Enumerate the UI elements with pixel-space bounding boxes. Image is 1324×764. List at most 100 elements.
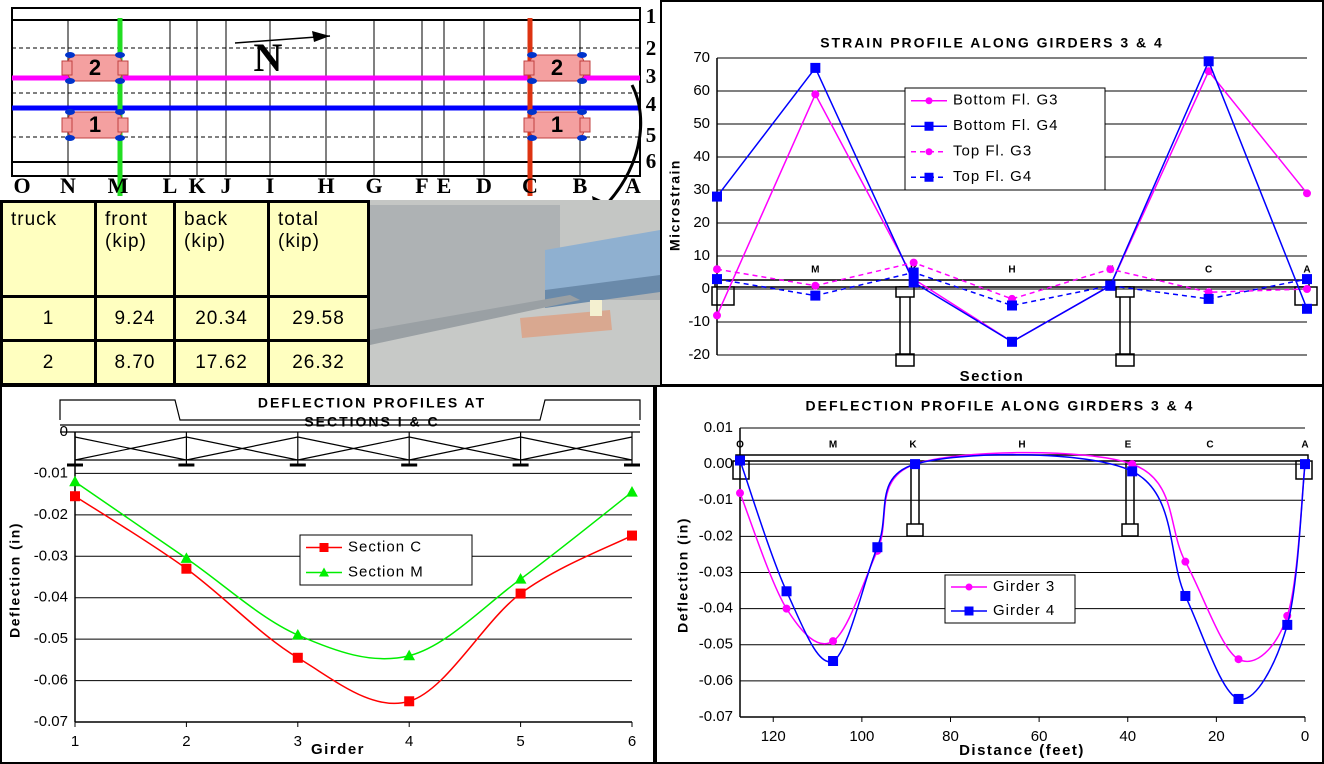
y-tick-label: -0.06 <box>34 672 68 689</box>
section-label: O <box>736 440 744 451</box>
y-tick-label: -0.03 <box>34 547 68 564</box>
pier-base <box>1116 354 1134 366</box>
y-tick-label: -0.05 <box>34 630 68 647</box>
truck-label: 2 <box>551 55 563 80</box>
render-gauge <box>590 300 602 316</box>
x-tick-label: 3 <box>294 733 302 750</box>
marker <box>516 589 525 598</box>
section-letter: O <box>13 173 30 198</box>
marker <box>293 653 302 662</box>
marker <box>873 543 882 552</box>
load-table: truck front (kip) back (kip) total (kip)… <box>0 200 370 386</box>
marker <box>182 564 191 573</box>
marker <box>1304 190 1311 197</box>
marker <box>1303 304 1312 313</box>
x-tick-label: 100 <box>849 728 874 745</box>
wheel <box>65 78 75 84</box>
table-header: back (kip) <box>175 202 269 297</box>
marker <box>714 266 721 273</box>
x-tick-label: 40 <box>1119 728 1136 745</box>
section-letter: G <box>365 173 382 198</box>
marker <box>909 278 918 287</box>
marker <box>1235 656 1242 663</box>
marker <box>783 605 790 612</box>
marker <box>782 587 791 596</box>
truck-axle <box>118 61 128 75</box>
y-tick-label: 10 <box>693 247 710 264</box>
row-number: 5 <box>646 123 657 147</box>
section-letter: I <box>266 173 275 198</box>
section-letter: H <box>317 173 334 198</box>
truck-label: 2 <box>89 55 101 80</box>
marker <box>71 492 80 501</box>
y-tick-label: 0.01 <box>704 419 733 436</box>
y-tick-label: 70 <box>693 49 710 66</box>
marker <box>628 531 637 540</box>
marker <box>1182 558 1189 565</box>
table-cell: 17.62 <box>175 341 269 385</box>
truck-axle <box>118 118 128 132</box>
legend-marker <box>925 122 934 131</box>
y-tick-label: -0.01 <box>34 464 68 481</box>
y-tick-label: 0.00 <box>704 455 733 472</box>
marker <box>811 291 820 300</box>
legend-label: Section C <box>348 538 422 555</box>
section-letter: F <box>415 173 428 198</box>
y-tick-label: 0 <box>702 280 710 297</box>
y-axis-label: Deflection (in) <box>675 517 691 633</box>
section-letter: E <box>437 173 452 198</box>
legend-marker <box>926 97 933 104</box>
section-label: C <box>1205 265 1212 276</box>
row-number: 2 <box>646 36 657 60</box>
legend-marker <box>320 543 329 552</box>
x-tick-label: 80 <box>942 728 959 745</box>
legend-label: Section M <box>348 563 424 580</box>
marker <box>405 697 414 706</box>
y-axis-label: Deflection (in) <box>7 522 23 638</box>
section-label: A <box>1303 265 1310 276</box>
wheel <box>577 109 587 115</box>
x-tick-label: 0 <box>1301 728 1309 745</box>
table-header: total (kip) <box>269 202 369 297</box>
marker <box>1204 57 1213 66</box>
render <box>370 200 660 385</box>
section-label: H <box>1018 440 1025 451</box>
wheel <box>577 52 587 58</box>
marker <box>736 456 745 465</box>
marker <box>1128 467 1137 476</box>
x-tick-label: 5 <box>516 733 524 750</box>
table-cell: 29.58 <box>269 297 369 341</box>
x-tick-label: 4 <box>405 733 413 750</box>
marker <box>1234 694 1243 703</box>
marker <box>1303 275 1312 284</box>
chart-title: DEFLECTION PROFILE ALONG GIRDERS 3 & 4 <box>806 398 1195 414</box>
truck-axle <box>524 61 534 75</box>
x-axis-label: Distance (feet) <box>959 742 1085 759</box>
legend-marker <box>926 148 933 155</box>
section-label: K <box>909 440 917 451</box>
deck <box>715 280 1309 287</box>
x-tick-label: 2 <box>182 733 190 750</box>
legend-label: Girder 4 <box>993 602 1055 619</box>
legend-label: Top Fl. G4 <box>953 168 1032 185</box>
wheel <box>115 78 125 84</box>
x-tick-label: 20 <box>1208 728 1225 745</box>
section-letter: M <box>108 173 129 198</box>
y-tick-label: -0.01 <box>699 491 733 508</box>
legend-marker <box>925 173 934 182</box>
y-tick-label: -0.07 <box>699 708 733 725</box>
legend-label: Top Fl. G3 <box>953 143 1032 160</box>
y-tick-label: 40 <box>693 148 710 165</box>
y-tick-label: 60 <box>693 82 710 99</box>
y-tick-label: -0.03 <box>699 563 733 580</box>
wheel <box>527 78 537 84</box>
row-number: 3 <box>646 64 657 88</box>
x-axis-label: Girder <box>311 741 365 758</box>
y-tick-label: 30 <box>693 181 710 198</box>
marker <box>1106 281 1115 290</box>
legend-label: Girder 3 <box>993 578 1055 595</box>
row-number: 1 <box>646 4 657 28</box>
table-header: truck <box>2 202 96 297</box>
row-number: 4 <box>646 92 657 116</box>
x-axis-label: Section <box>960 368 1025 385</box>
